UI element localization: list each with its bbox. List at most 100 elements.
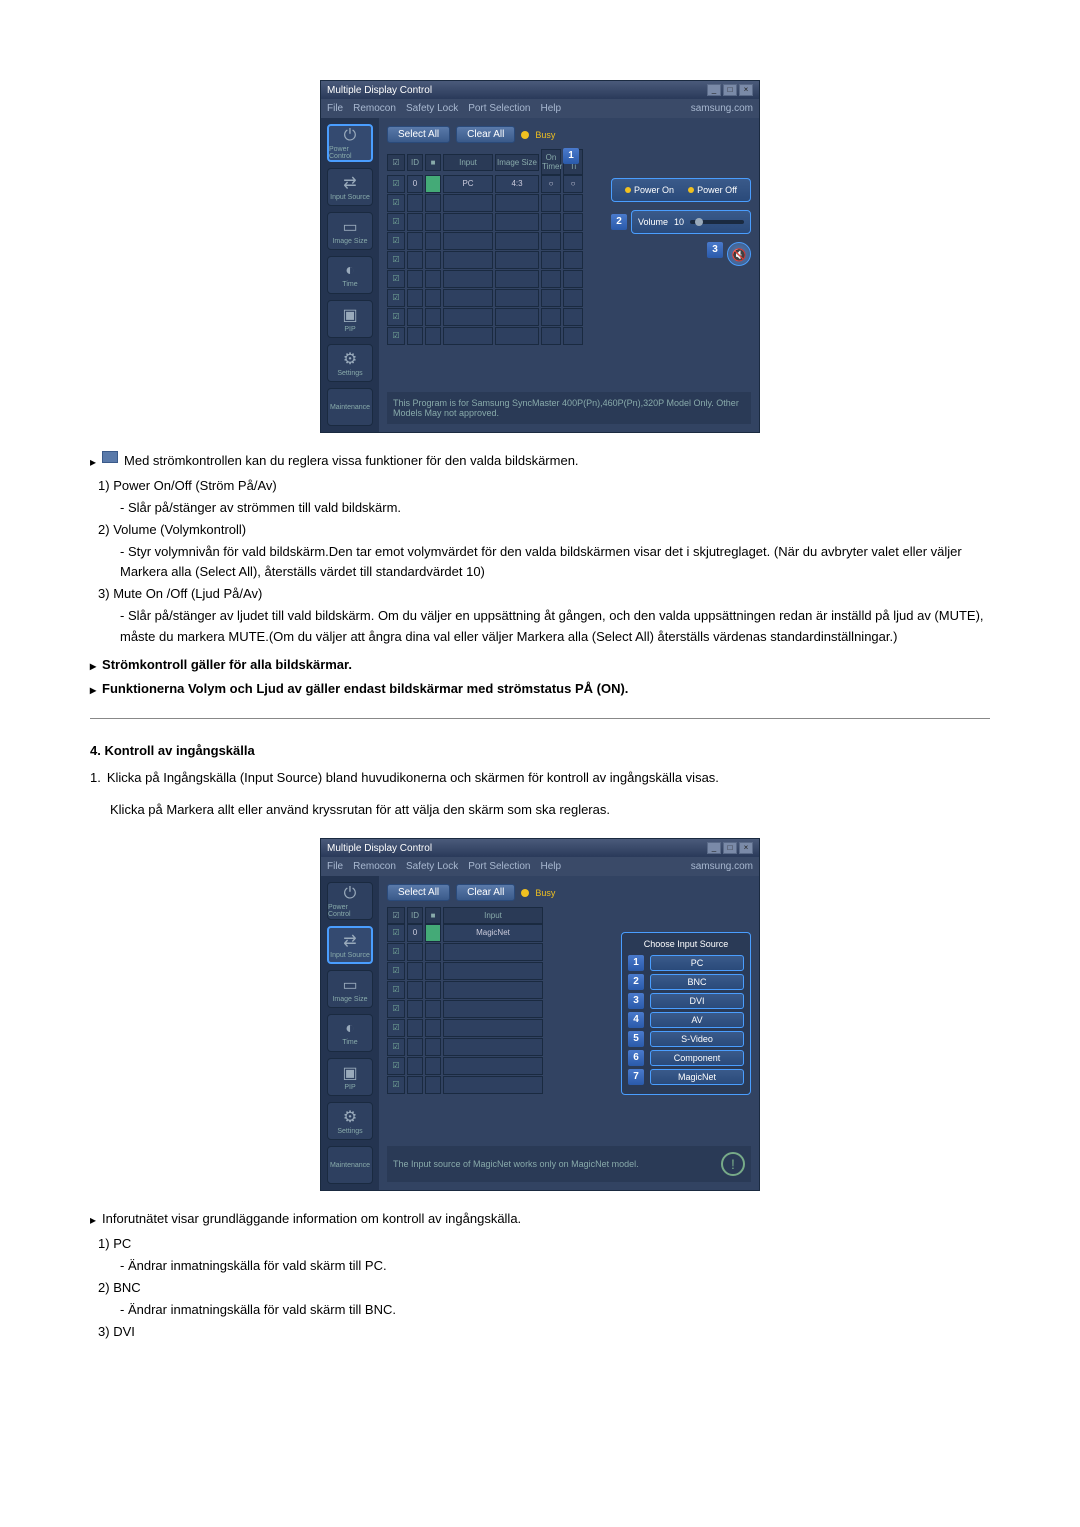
main-area: Select All Clear All Busy 1 ☑ ID ■ Input… (379, 118, 759, 432)
arrow-icon: ▸ (90, 657, 96, 676)
power-on-button[interactable]: Power On (625, 185, 674, 195)
pip-icon: ▣ (342, 305, 357, 325)
input-source-description: ▸ Inforutnätet visar grundläggande infor… (90, 1209, 990, 1342)
choose-input-source-panel: Choose Input Source 1PC 2BNC 3DVI 4AV 5S… (621, 932, 751, 1095)
input-source-screenshot: Multiple Display Control _ □ × File Remo… (320, 838, 760, 1191)
sidebar-item-settings[interactable]: ⚙Settings (327, 344, 373, 382)
main-area: Select All Clear All Busy ☑ ID ■ Input 0… (379, 876, 759, 1190)
sidebar-item-power-control[interactable]: ⏻Power Control (327, 124, 373, 162)
minimize-button[interactable]: _ (707, 84, 721, 96)
volume-slider[interactable] (690, 220, 744, 224)
table-row[interactable] (387, 289, 751, 307)
volume-value: 10 (674, 217, 684, 227)
busy-label: Busy (535, 888, 555, 898)
arrow-icon: ▸ (90, 681, 96, 700)
arrow-icon: ▸ (90, 1211, 96, 1230)
table-row[interactable] (387, 270, 751, 288)
busy-indicator-icon (521, 131, 529, 139)
power-box: Power On Power Off (611, 178, 751, 202)
volume-label: Volume (638, 217, 668, 227)
sidebar-item-image-size[interactable]: ▭Image Size (327, 212, 373, 250)
menu-port-selection[interactable]: Port Selection (468, 103, 530, 114)
power-icon: ⏻ (344, 127, 357, 145)
menu-safety-lock[interactable]: Safety Lock (406, 861, 458, 872)
sidebar-item-pip[interactable]: ▣PIP (327, 300, 373, 338)
menu-help[interactable]: Help (540, 103, 561, 114)
titlebar: Multiple Display Control _ □ × (321, 81, 759, 99)
arrow-icon: ▸ (90, 453, 96, 472)
busy-label: Busy (535, 130, 555, 140)
sidebar: ⏻Power Control ⇄Input Source ▭Image Size… (321, 118, 379, 432)
gear-icon: ⚙ (343, 1107, 357, 1127)
source-svideo-button[interactable]: S-Video (650, 1031, 744, 1047)
menubar: File Remocon Safety Lock Port Selection … (321, 99, 759, 118)
menu-file[interactable]: File (327, 861, 343, 872)
close-button[interactable]: × (739, 842, 753, 854)
select-all-button[interactable]: Select All (387, 126, 450, 143)
mute-button[interactable]: 🔇 (727, 242, 751, 266)
menu-file[interactable]: File (327, 103, 343, 114)
input-icon: ⇄ (343, 173, 356, 193)
sidebar-item-time[interactable]: ◐Time (327, 1014, 373, 1052)
menu-port-selection[interactable]: Port Selection (468, 861, 530, 872)
menu-remocon[interactable]: Remocon (353, 861, 396, 872)
source-av-button[interactable]: AV (650, 1012, 744, 1028)
sidebar-item-time[interactable]: ◐Time (327, 256, 373, 294)
time-icon: ◐ (345, 262, 355, 280)
minimize-button[interactable]: _ (707, 842, 721, 854)
power-off-button[interactable]: Power Off (688, 185, 737, 195)
window-title: Multiple Display Control (327, 85, 432, 96)
sidebar: ⏻Power Control ⇄Input Source ▭Image Size… (321, 876, 379, 1190)
source-magicnet-button[interactable]: MagicNet (650, 1069, 744, 1085)
clear-all-button[interactable]: Clear All (456, 884, 515, 901)
busy-indicator-icon (521, 889, 529, 897)
menu-right-link[interactable]: samsung.com (691, 103, 753, 114)
maximize-button[interactable]: □ (723, 84, 737, 96)
divider (90, 718, 990, 719)
table-row[interactable] (387, 308, 751, 326)
power-icon: ⏻ (344, 885, 357, 903)
sidebar-item-input-source[interactable]: ⇄Input Source (327, 168, 373, 206)
select-all-button[interactable]: Select All (387, 884, 450, 901)
window-title: Multiple Display Control (327, 843, 432, 854)
volume-box: Volume 10 (631, 210, 751, 234)
table-row[interactable] (387, 327, 751, 345)
pip-icon: ▣ (342, 1063, 357, 1083)
row-checkbox[interactable] (387, 924, 405, 942)
maximize-button[interactable]: □ (723, 842, 737, 854)
footer-note: The Input source of MagicNet works only … (387, 1146, 751, 1182)
callout-3: 3 (707, 242, 723, 258)
input-icon: ⇄ (343, 931, 356, 951)
sidebar-item-maintenance[interactable]: Maintenance (327, 1146, 373, 1184)
panel-title: Choose Input Source (628, 939, 744, 949)
callout-1: 1 (563, 148, 579, 164)
sidebar-item-input-source[interactable]: ⇄Input Source (327, 926, 373, 964)
right-panel: Power On Power Off 2 Volume 10 3 🔇 (611, 178, 751, 266)
menu-remocon[interactable]: Remocon (353, 103, 396, 114)
window-controls: _ □ × (707, 84, 753, 96)
close-button[interactable]: × (739, 84, 753, 96)
source-pc-button[interactable]: PC (650, 955, 744, 971)
source-dvi-button[interactable]: DVI (650, 993, 744, 1009)
sidebar-item-maintenance[interactable]: Maintenance (327, 388, 373, 426)
section-heading: 4. Kontroll av ingångskälla (90, 743, 990, 758)
clear-all-button[interactable]: Clear All (456, 126, 515, 143)
menu-right-link[interactable]: samsung.com (691, 861, 753, 872)
sidebar-item-image-size[interactable]: ▭Image Size (327, 970, 373, 1008)
source-bnc-button[interactable]: BNC (650, 974, 744, 990)
sidebar-item-pip[interactable]: ▣PIP (327, 1058, 373, 1096)
power-control-screenshot: Multiple Display Control _ □ × File Remo… (320, 80, 760, 433)
source-component-button[interactable]: Component (650, 1050, 744, 1066)
sidebar-item-settings[interactable]: ⚙Settings (327, 1102, 373, 1140)
sidebar-item-power-control[interactable]: ⏻Power Control (327, 882, 373, 920)
time-icon: ◐ (345, 1020, 355, 1038)
footer-note: This Program is for Samsung SyncMaster 4… (387, 392, 751, 424)
menu-help[interactable]: Help (540, 861, 561, 872)
image-size-icon: ▭ (342, 975, 357, 995)
window-controls: _ □ × (707, 842, 753, 854)
row-checkbox[interactable] (387, 175, 405, 193)
menu-safety-lock[interactable]: Safety Lock (406, 103, 458, 114)
grid-header: ☑ ID ■ Input (387, 907, 751, 924)
menubar: File Remocon Safety Lock Port Selection … (321, 857, 759, 876)
power-control-description: ▸ Med strömkontrollen kan du reglera vis… (90, 451, 990, 700)
